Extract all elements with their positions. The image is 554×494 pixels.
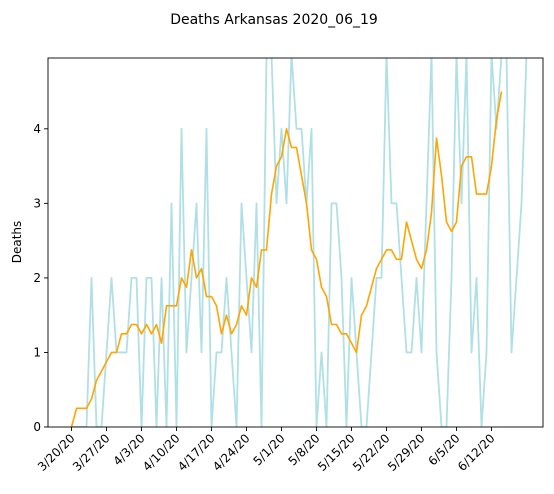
x-tick-label: 3/27/20 [70, 431, 113, 474]
series-line-daily [72, 54, 527, 427]
x-tick-label: 4/10/20 [140, 431, 183, 474]
x-tick-label: 5/1/20 [250, 431, 287, 468]
y-tick-label: 2 [33, 271, 41, 285]
y-axis-label: Deaths [10, 221, 24, 264]
x-axis: 3/20/203/27/204/3/204/10/204/17/204/24/2… [35, 427, 498, 474]
y-tick-label: 0 [33, 420, 41, 434]
y-tick-label: 4 [33, 122, 41, 136]
x-tick-label: 6/12/20 [455, 431, 498, 474]
series-line-moving-average [72, 92, 502, 427]
x-tick-label: 5/15/20 [315, 431, 358, 474]
y-tick-label: 3 [33, 196, 41, 210]
plot-area [48, 54, 543, 427]
x-tick-label: 3/20/20 [35, 431, 78, 474]
x-tick-label: 5/22/20 [350, 431, 393, 474]
x-tick-label: 4/24/20 [210, 431, 253, 474]
chart-title: Deaths Arkansas 2020_06_19 [170, 12, 378, 28]
y-axis: 0 1 2 3 4 [33, 122, 48, 434]
x-tick-label: 4/17/20 [175, 431, 218, 474]
y-tick-label: 1 [33, 345, 41, 359]
x-tick-label: 5/29/20 [385, 431, 428, 474]
